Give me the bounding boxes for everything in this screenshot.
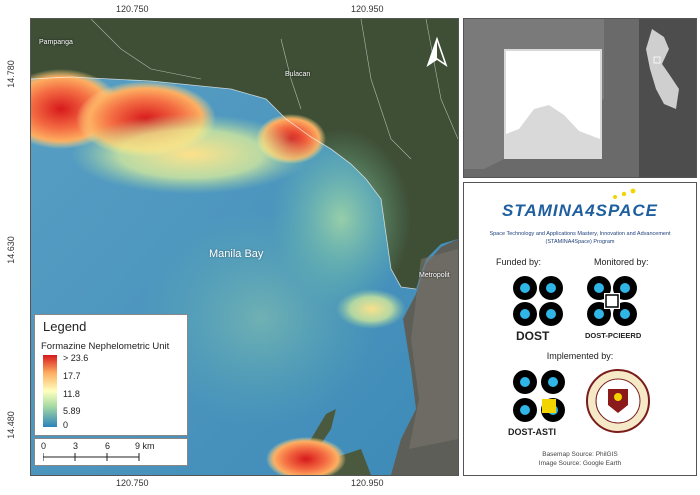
scale-bar-graphic [43, 453, 140, 461]
legend-value-4: 5.89 [63, 406, 81, 416]
plume-cavite [266, 437, 346, 475]
legend-color-ramp [43, 355, 57, 427]
plume-north-yellow [71, 114, 311, 194]
urban-area [409, 249, 458, 449]
logo-stars-icon [613, 188, 636, 199]
bottom-tick-2: 120.950 [351, 478, 384, 488]
funded-by-label: Funded by: [496, 257, 542, 267]
dost-logo-icon [512, 275, 564, 327]
scale-label-9km: 9 km [135, 441, 155, 451]
legend-unit: Formazine Nephelometric Unit [41, 341, 170, 352]
basemap-source: Basemap Source: PhilGIS [542, 451, 618, 458]
program-name-line1: Space Technology and Applications Master… [489, 231, 671, 237]
university-seal-icon [586, 369, 650, 433]
town-bulacan: Bulacan [285, 71, 311, 78]
legend-value-2: 17.7 [63, 371, 81, 381]
north-arrow-icon [426, 36, 448, 67]
info-panel: STAMINA4SPACE Space Technology and Appli… [463, 182, 697, 476]
top-tick-1: 120.750 [116, 4, 149, 14]
implemented-by-label: Implemented by: [546, 351, 614, 361]
scale-bar: 0 3 6 9 km [34, 438, 188, 466]
town-metro: Metropolit [419, 272, 450, 279]
top-tick-2: 120.950 [351, 4, 384, 14]
locator-box [653, 56, 661, 64]
dost-pcieerd-logo-icon [587, 276, 637, 326]
legend-value-5: 0 [63, 420, 69, 430]
legend-value-3: 11.8 [63, 389, 80, 399]
bottom-tick-1: 120.750 [116, 478, 149, 488]
left-tick-1: 14.780 [5, 60, 16, 88]
scale-label-0: 0 [41, 441, 47, 451]
plume-central [141, 209, 381, 429]
northern-land [31, 19, 458, 289]
inset-map[interactable] [463, 18, 697, 178]
boundaries [90, 19, 458, 160]
legend-value-1: > 23.6 [63, 353, 89, 363]
dost-label: DOST [516, 329, 550, 343]
monitored-by-label: Monitored by: [594, 257, 649, 267]
inset-bay-water [506, 51, 600, 139]
stamina4space-logo: STAMINA4SPACE [502, 201, 658, 220]
manila-bay-label: Manila Bay [209, 248, 264, 260]
philippines-outline [646, 29, 679, 109]
dost-pcieerd-label: DOST-PCIEERD [585, 331, 642, 340]
inset-graphic [464, 19, 696, 177]
scale-label-3: 3 [73, 441, 79, 451]
image-source: Image Source: Google Earth [538, 460, 622, 467]
scale-label-6: 6 [105, 441, 111, 451]
dost-asti-logo-icon [513, 370, 565, 422]
dost-asti-label: DOST-ASTI [508, 427, 557, 437]
town-pampanga: Pampanga [39, 39, 73, 46]
left-tick-2: 14.630 [5, 236, 16, 264]
legend-title: Legend [43, 319, 87, 334]
program-name-line2: (STAMINA4Space) Program [545, 239, 615, 245]
left-tick-3: 14.480 [5, 411, 16, 439]
legend: Legend Formazine Nephelometric Unit > 23… [34, 314, 188, 436]
coastline [31, 76, 417, 290]
